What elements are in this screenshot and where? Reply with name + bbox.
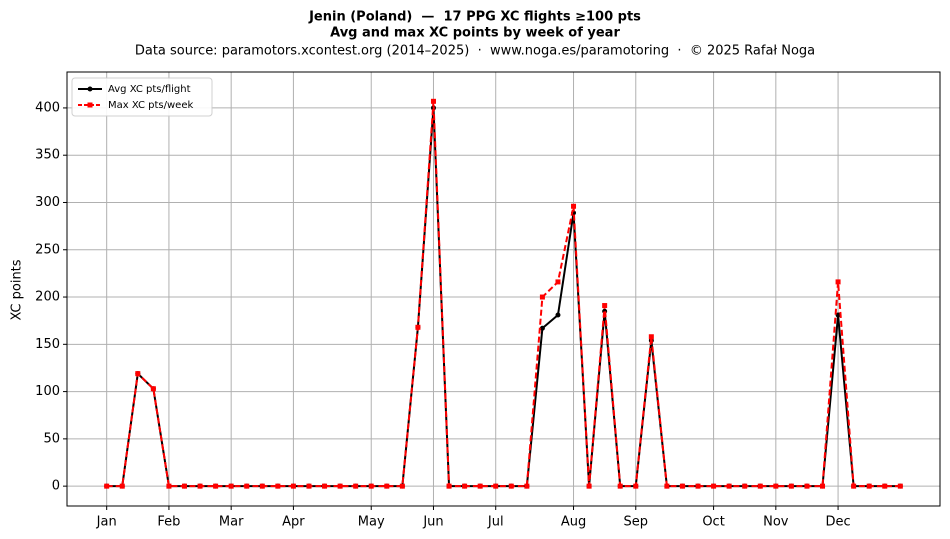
marker [322, 483, 328, 489]
marker [477, 483, 483, 489]
x-tick-label: Apr [282, 515, 305, 530]
x-tick-label: Dec [825, 515, 850, 530]
marker [368, 483, 374, 489]
x-tick-label: Jun [422, 515, 443, 530]
marker [835, 279, 841, 285]
marker [415, 324, 421, 330]
y-tick-label: 350 [35, 148, 60, 163]
marker [882, 483, 888, 489]
marker [337, 483, 343, 489]
marker [306, 483, 312, 489]
marker [119, 483, 125, 489]
legend-marker [87, 86, 93, 92]
line [106, 101, 901, 488]
marker [664, 483, 670, 489]
marker [150, 386, 156, 392]
marker [228, 483, 234, 489]
marker [259, 483, 265, 489]
marker [726, 483, 732, 489]
legend-box [71, 77, 213, 117]
y-tick-label: 100 [35, 384, 60, 399]
y-tick-label: 250 [35, 242, 60, 257]
x-tick-label: Feb [157, 515, 180, 530]
marker [524, 483, 530, 489]
y-axis-label: XC points [10, 259, 25, 320]
y-tick-label: 50 [43, 431, 60, 446]
marker [384, 483, 390, 489]
x-tick-label: Jan [96, 515, 117, 530]
marker [290, 483, 296, 489]
marker [851, 483, 857, 489]
marker [166, 483, 172, 489]
marker [804, 483, 810, 489]
marker [773, 483, 779, 489]
marker [213, 483, 219, 489]
marker [757, 483, 763, 489]
marker [586, 483, 592, 489]
y-tick-label: 200 [35, 290, 60, 305]
y-tick-label: 150 [35, 337, 60, 352]
chart-title: Avg and max XC points by week of year [330, 26, 620, 41]
x-tick-label: Oct [702, 515, 724, 530]
x-tick-label: Nov [763, 515, 789, 530]
chart-subtitle: Data source: paramotors.xcontest.org (20… [135, 44, 815, 59]
legend-marker [87, 102, 93, 108]
marker [555, 312, 561, 318]
marker [571, 203, 577, 209]
marker [104, 483, 110, 489]
marker [617, 483, 623, 489]
marker [555, 279, 561, 285]
marker [679, 483, 685, 489]
marker [539, 294, 545, 300]
marker [633, 483, 639, 489]
marker [135, 371, 141, 377]
legend-label: Avg XC pts/flight [108, 84, 191, 95]
marker [275, 483, 281, 489]
marker [897, 483, 903, 489]
marker [508, 483, 514, 489]
marker [539, 325, 545, 331]
marker [197, 483, 203, 489]
y-tick-label: 0 [52, 479, 60, 494]
y-tick-label: 400 [35, 100, 60, 115]
marker [353, 483, 359, 489]
marker [430, 98, 436, 104]
y-tick-label: 300 [35, 195, 60, 210]
x-tick-label: May [358, 515, 385, 530]
marker [711, 483, 717, 489]
marker [602, 303, 608, 309]
x-tick-label: Jul [487, 515, 504, 530]
marker [742, 483, 748, 489]
marker [788, 483, 794, 489]
legend-label: Max XC pts/week [108, 100, 193, 111]
marker [835, 312, 841, 318]
marker [446, 483, 452, 489]
marker [244, 483, 250, 489]
marker [695, 483, 701, 489]
x-tick-label: Mar [219, 515, 244, 530]
x-tick-label: Sep [624, 515, 649, 530]
marker [866, 483, 872, 489]
x-tick-label: Aug [561, 515, 586, 530]
plot-frame [66, 71, 941, 507]
marker [399, 483, 405, 489]
marker [462, 483, 468, 489]
marker [493, 483, 499, 489]
marker [181, 483, 187, 489]
marker [648, 334, 654, 340]
chart-title: Jenin (Poland) — 17 PPG XC flights ≥100 … [308, 10, 641, 25]
marker [820, 483, 826, 489]
